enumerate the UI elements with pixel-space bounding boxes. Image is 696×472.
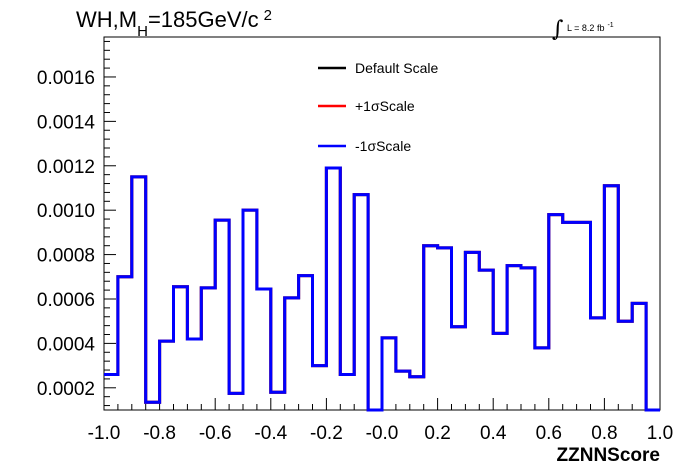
x-axis-title: ZZNNScore (557, 445, 660, 466)
x-tick-label: 0.4 (480, 423, 507, 444)
legend-label-plus1sigma: +1σScale (355, 98, 415, 114)
y-tick-label: 0.0012 (37, 157, 95, 178)
x-tick-label: -0.6 (199, 423, 232, 444)
x-tick-label: 0.6 (536, 423, 562, 444)
y-tick-label: 0.0014 (37, 112, 96, 133)
integral-symbol: ∫ (552, 17, 564, 42)
y-tick-label: 0.0016 (37, 68, 95, 89)
chart-title: WH,MH=185GeV/c 2 (76, 7, 272, 40)
legend-label-default: Default Scale (355, 60, 438, 76)
lumi-value: L = 8.2 fb -1 (567, 22, 614, 33)
y-tick-label: 0.0008 (37, 246, 95, 267)
legend-label-minus1sigma: -1σScale (355, 138, 411, 154)
y-axis: 0.0002 0.0004 0.0006 0.0008 0.0010 0.0012 0.00… (37, 40, 116, 407)
lumi-label: ∫ L = 8.2 fb -1 (552, 17, 614, 42)
x-tick-label: -0.8 (143, 423, 176, 444)
x-tick-label: 0.2 (424, 423, 450, 444)
x-tick-label: 1.0 (647, 423, 673, 444)
x-tick-label: 0.8 (591, 423, 617, 444)
series-line-minus1sigma (104, 166, 660, 412)
x-tick-label: -1.0 (88, 423, 121, 444)
x-tick-label: -0.4 (254, 423, 287, 444)
series-layer (104, 166, 660, 412)
y-tick-label: 0.0002 (37, 379, 95, 400)
y-tick-label: 0.0004 (37, 334, 96, 355)
legend: Default Scale +1σScale -1σScale (318, 60, 438, 154)
x-axis: -1.0 -0.8 -0.6 -0.4 -0.2 -0.0 0.2 0.4 0.6 0.8 1.0 (88, 398, 673, 444)
x-tick-label: -0.0 (366, 423, 399, 444)
x-tick-label: -0.2 (310, 423, 343, 444)
y-tick-label: 0.0006 (37, 290, 95, 311)
y-tick-label: 0.0010 (37, 201, 95, 222)
